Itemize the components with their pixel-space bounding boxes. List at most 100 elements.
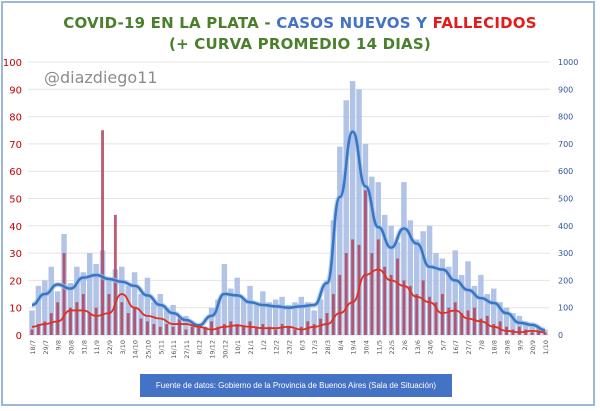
x-tick-label: 25/10 <box>144 340 152 359</box>
right-tick-label: 1000 <box>558 58 578 67</box>
deaths-bar <box>229 321 233 335</box>
deaths-bar <box>376 239 380 335</box>
title-part: COVID-19 EN LA PLATA - <box>63 14 277 32</box>
cases-bar <box>523 321 529 335</box>
cases-bar <box>330 220 337 335</box>
x-tick-label: 23/2 <box>286 340 294 355</box>
deaths-bar <box>56 302 60 335</box>
left-tick-label: 60 <box>9 167 22 178</box>
left-tick-label: 100 <box>3 58 22 69</box>
deaths-bar <box>466 310 470 335</box>
cases-bar <box>228 288 234 335</box>
deaths-bar <box>216 326 220 335</box>
deaths-bar <box>530 332 534 335</box>
deaths-bar <box>421 280 425 335</box>
deaths-bar <box>190 326 194 335</box>
deaths-bar <box>408 285 412 335</box>
deaths-bar <box>30 329 34 335</box>
x-tick-label: 1/10 <box>542 340 550 355</box>
deaths-bar <box>120 302 124 335</box>
x-tick-label: 7/8 <box>478 340 486 350</box>
deaths-bar <box>389 274 393 335</box>
cases-bar <box>240 299 247 335</box>
deaths-bar <box>158 326 162 335</box>
cases-bar <box>138 294 144 335</box>
deaths-bar <box>101 130 104 335</box>
left-tick-label: 70 <box>9 140 22 151</box>
x-tick-label: 30/4 <box>362 340 370 355</box>
deaths-bar <box>274 329 278 335</box>
cases-bar <box>458 274 465 335</box>
deaths-bar <box>254 326 258 335</box>
cases-bar <box>465 261 471 335</box>
cases-bar <box>478 274 484 335</box>
x-tick-label: 20/8 <box>67 340 75 355</box>
right-tick-label: 800 <box>558 113 573 122</box>
cases-bar <box>292 302 298 335</box>
deaths-bar <box>383 266 387 335</box>
cases-bar <box>35 285 42 335</box>
cases-bar <box>433 253 439 335</box>
cases-bar <box>356 89 362 335</box>
right-tick-label: 700 <box>558 140 573 149</box>
deaths-bar <box>94 307 98 335</box>
left-tick-label: 30 <box>9 249 22 260</box>
deaths-bar <box>299 326 303 335</box>
cases-bar <box>407 220 414 335</box>
deaths-bar <box>479 318 483 335</box>
cases-bar <box>337 146 343 335</box>
cases-bar <box>343 100 349 335</box>
x-tick-label: 24/6 <box>427 340 435 355</box>
deaths-bar <box>261 324 265 335</box>
left-tick-label: 90 <box>9 85 22 96</box>
deaths-bar <box>428 296 432 335</box>
deaths-bar <box>235 324 239 335</box>
cases-bar <box>151 302 157 335</box>
deaths-bar <box>36 324 40 335</box>
x-tick-label: 9/8 <box>55 340 63 350</box>
cases-bar <box>215 299 221 335</box>
deaths-bar <box>178 315 181 335</box>
deaths-bar <box>203 326 207 335</box>
cases-bar <box>170 304 176 335</box>
chart-border <box>1 1 595 406</box>
cases-bar <box>516 315 523 335</box>
title-deaths: FALLECIDOS <box>432 14 537 32</box>
deaths-bar <box>133 307 137 335</box>
cases-bar <box>74 266 80 335</box>
cases-bar <box>510 313 516 335</box>
deaths-bar <box>344 253 348 335</box>
cases-bar <box>414 239 420 335</box>
title-and: Y <box>410 14 433 32</box>
cases-bar <box>401 182 407 335</box>
deaths-bar <box>242 326 246 335</box>
right-tick-label: 400 <box>558 222 573 231</box>
cases-bar <box>298 296 305 335</box>
watermark: @diazdiego11 <box>44 68 158 87</box>
deaths-bar <box>434 302 438 335</box>
x-tick-label: 19/4 <box>350 340 358 355</box>
cases-bar <box>446 266 452 335</box>
x-tick-label: 10/1 <box>234 340 242 355</box>
deaths-bar <box>62 253 66 335</box>
x-tick-label: 8/12 <box>196 340 204 355</box>
cases-bar <box>125 285 131 335</box>
cases-bar <box>42 280 48 335</box>
cases-bar <box>144 277 151 335</box>
x-tick-label: 19/12 <box>209 340 217 359</box>
deaths-bar <box>165 324 169 335</box>
deaths-bar <box>184 329 188 335</box>
x-tick-label: 30/12 <box>221 340 229 359</box>
cases-average-line <box>31 130 546 332</box>
cases-bar <box>183 315 189 335</box>
cases-bar <box>253 304 260 335</box>
cases-bar <box>119 266 125 335</box>
deaths-bar <box>248 321 252 335</box>
x-tick-label: 1/2 <box>260 340 268 350</box>
deaths-bar <box>543 332 547 335</box>
cases-bar <box>86 253 93 335</box>
deaths-bar <box>139 318 143 335</box>
deaths-average-line <box>31 268 546 334</box>
